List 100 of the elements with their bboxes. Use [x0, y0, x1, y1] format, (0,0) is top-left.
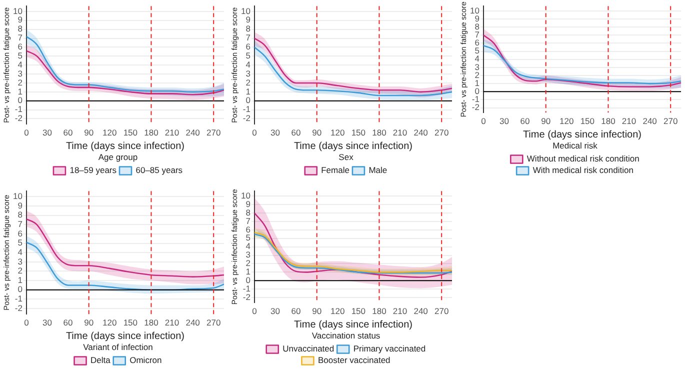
x-tick-label: 270 [206, 318, 221, 328]
x-tick-label: 0 [24, 128, 30, 138]
y-tick-label: 8 [474, 21, 480, 32]
legend-label: 60–85 years [136, 165, 183, 176]
y-tick-label: 7 [246, 32, 251, 43]
y-tick-label: -2 [472, 102, 480, 112]
y-tick-label: 5 [18, 238, 23, 248]
y-tick-label: 9 [246, 198, 251, 209]
y-tick-label: 4 [18, 59, 23, 70]
legend-label: Delta [90, 355, 111, 366]
x-tick-label: 30 [270, 128, 280, 138]
legend-title: Variant of infection [83, 342, 154, 352]
x-tick-label: 210 [392, 128, 408, 138]
x-tick-label: 90 [312, 128, 322, 138]
y-tick-label: 10 [12, 191, 23, 202]
y-tick-label: -2 [242, 113, 251, 124]
x-tick-label: 120 [102, 128, 117, 138]
y-tick-label: 3 [246, 68, 251, 78]
legend-title: Sex [338, 152, 354, 162]
y-tick-label: 5 [474, 46, 480, 56]
x-axis-title: Time (days since infection) [66, 331, 185, 342]
y-tick-label: 6 [18, 228, 23, 238]
y-tick-label: 1 [18, 86, 23, 96]
x-tick-label: 180 [372, 128, 387, 138]
x-tick-label: 180 [144, 318, 159, 328]
legend-title: Vaccination status [312, 330, 380, 340]
y-tick-label: 8 [246, 207, 251, 218]
y-tick-label: 5 [246, 232, 251, 243]
x-tick-label: 270 [434, 306, 449, 316]
y-tick-label: 7 [474, 29, 480, 40]
y-tick-label: 2 [18, 77, 23, 88]
y-tick-label: 0 [18, 284, 23, 294]
y-tick-label: 2 [246, 77, 251, 88]
x-tick-label: 0 [252, 128, 258, 138]
x-tick-label: 60 [291, 128, 302, 138]
y-tick-label: 7 [18, 218, 23, 229]
x-tick-label: 60 [63, 318, 74, 328]
y-tick-label: 9 [18, 14, 23, 25]
x-tick-label: 120 [330, 306, 345, 316]
legend-label: Male [368, 165, 388, 176]
x-tick-label: 240 [414, 128, 428, 138]
x-tick-label: 30 [500, 116, 510, 126]
y-tick-label: 10 [12, 6, 23, 16]
y-tick-label: 7 [18, 32, 23, 43]
x-tick-label: 240 [642, 116, 658, 126]
legend-label: Omicron [130, 355, 162, 366]
y-tick-label: 3 [18, 68, 23, 78]
x-tick-label: 210 [392, 306, 408, 316]
y-tick-label: 6 [18, 42, 23, 52]
x-tick-label: 240 [186, 318, 200, 328]
y-tick-label: 2 [246, 258, 251, 268]
y-tick-label: 6 [246, 42, 251, 52]
x-tick-label: 150 [123, 128, 138, 138]
x-tick-label: 60 [291, 306, 302, 316]
x-tick-label: 90 [312, 306, 322, 316]
y-tick-label: 0 [246, 95, 251, 106]
x-tick-label: 90 [541, 116, 551, 126]
legend-label: 18–59 years [70, 165, 117, 176]
x-tick-label: 270 [206, 128, 221, 138]
y-tick-label: 2 [18, 266, 23, 276]
x-axis-title: Time (days since infection) [66, 141, 185, 152]
x-axis-title: Time (days since infection) [522, 130, 642, 141]
x-axis-title: Time (days since infection) [294, 320, 413, 331]
y-tick-label: -1 [14, 104, 23, 114]
x-tick-label: 210 [164, 318, 180, 328]
y-tick-label: 0 [246, 274, 251, 285]
x-tick-label: 30 [42, 128, 52, 138]
x-tick-label: 0 [24, 318, 30, 328]
y-tick-label: 9 [246, 14, 251, 25]
y-tick-label: -2 [14, 113, 23, 124]
x-tick-label: 180 [144, 128, 159, 138]
y-tick-label: 9 [18, 200, 23, 210]
y-tick-label: -1 [242, 104, 251, 114]
legend-label: Without medical risk condition [526, 154, 640, 164]
x-tick-label: 90 [84, 318, 94, 328]
y-tick-label: -2 [242, 292, 251, 302]
y-tick-label: 3 [246, 250, 251, 260]
legend-label: Female [321, 165, 350, 176]
y-tick-label: 5 [246, 50, 251, 61]
y-tick-label: 4 [18, 246, 23, 257]
y-tick-label: 1 [474, 78, 480, 88]
y-tick-label: 1 [246, 86, 251, 96]
x-tick-label: 0 [252, 306, 258, 316]
legend-label: Booster vaccinated [318, 355, 391, 366]
y-tick-label: -2 [14, 302, 23, 313]
y-tick-label: 8 [18, 210, 23, 220]
legend-title: Age group [98, 152, 138, 162]
x-tick-label: 270 [664, 116, 678, 126]
x-tick-label: 120 [330, 128, 345, 138]
y-tick-label: 4 [246, 241, 251, 252]
y-tick-label: 1 [246, 266, 251, 277]
y-tick-label: -1 [472, 94, 480, 104]
y-tick-label: 9 [474, 13, 480, 24]
y-tick-label: 7 [246, 216, 251, 226]
y-tick-label: 6 [474, 38, 480, 48]
x-tick-label: 150 [351, 306, 366, 316]
x-axis-title: Time (days since infection) [294, 141, 413, 152]
x-tick-label: 240 [414, 306, 428, 316]
y-tick-label: 1 [18, 274, 23, 285]
y-tick-label: 2 [474, 70, 480, 80]
